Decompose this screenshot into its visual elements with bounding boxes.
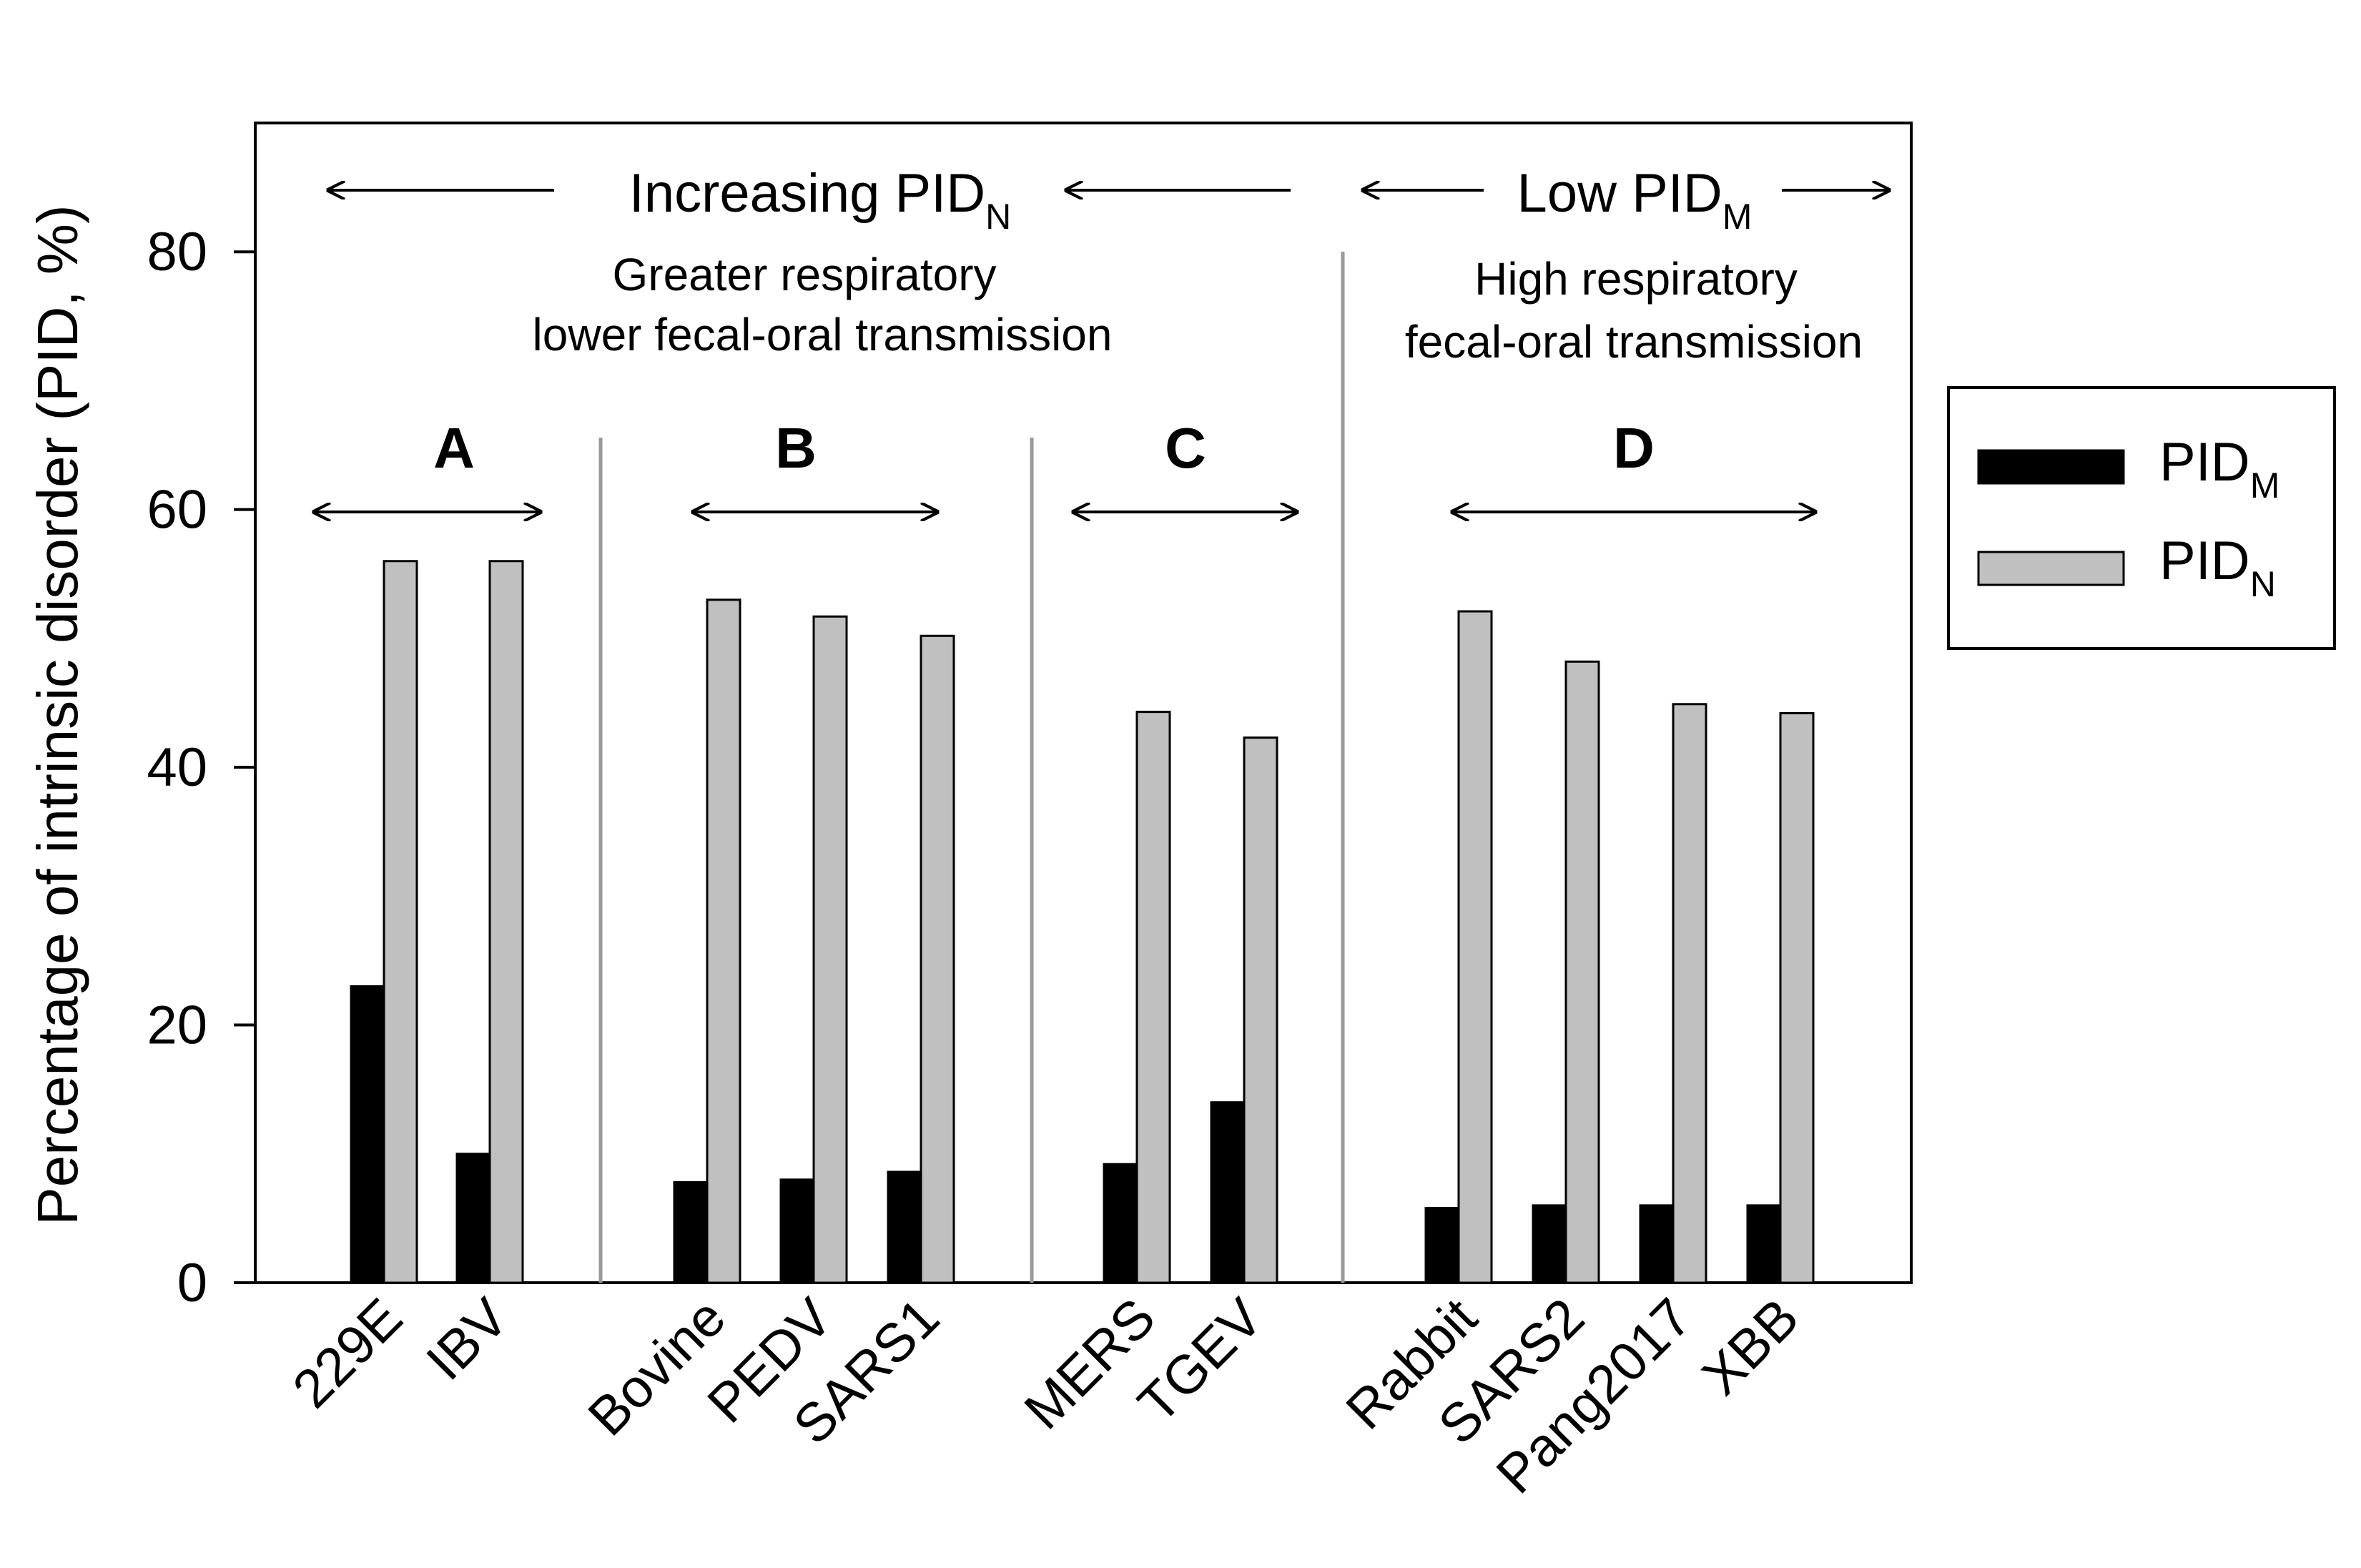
- bar-pidm-xbb: [1746, 1204, 1782, 1284]
- right-line-2: fecal-oral transmission: [1405, 316, 1863, 368]
- bar-pidn-ibv: [488, 560, 524, 1284]
- x-tick-label-ibv: IBV: [415, 1287, 520, 1392]
- bar-pidn-pang2017: [1672, 703, 1707, 1284]
- left-line-2: lower fecal-oral transmission: [533, 309, 1113, 360]
- bar-pidm-sars2: [1532, 1204, 1567, 1284]
- group-label-d: D: [1613, 416, 1655, 480]
- right-arrow-label: Low PIDM: [1517, 163, 1753, 237]
- y-axis-ticks: 0 20 40 60 80: [147, 222, 255, 1313]
- bar-pidn-xbb: [1779, 711, 1815, 1284]
- bar-pidn-bovine: [706, 598, 741, 1284]
- bar-pidm-229e: [350, 985, 385, 1284]
- x-tick-label-mers: MERS: [1013, 1287, 1167, 1441]
- bar-pidm-pang2017: [1639, 1204, 1675, 1284]
- x-tick-label-229e: 229E: [281, 1287, 414, 1420]
- bar-pidn-pedv: [812, 615, 848, 1284]
- group-label-c: C: [1165, 416, 1206, 480]
- bar-pidm-rabbit: [1424, 1206, 1460, 1284]
- bar-pidn-sars1: [920, 634, 955, 1284]
- y-tick-label-80: 80: [147, 222, 207, 282]
- bar-pidn-mers: [1135, 711, 1171, 1284]
- legend-swatch-pidn: [1977, 551, 2125, 586]
- y-axis-label: Percentage of intrinsic disorder (PID, %…: [26, 204, 89, 1225]
- bar-pidm-sars1: [887, 1170, 922, 1284]
- bar-pidn-sars2: [1564, 660, 1600, 1284]
- bar-pidm-mers: [1103, 1163, 1138, 1284]
- group-label-a: A: [433, 416, 475, 480]
- y-tick-label-40: 40: [147, 737, 207, 798]
- bar-pidm-pedv: [779, 1178, 815, 1284]
- right-line-1: High respiratory: [1474, 253, 1798, 305]
- plot-frame: [254, 122, 1913, 1284]
- bar-pidn-229e: [383, 560, 418, 1284]
- legend: PIDM PIDN: [1947, 386, 2336, 650]
- bar-pidn-tgev: [1243, 736, 1278, 1284]
- legend-label-pidm: PIDM: [2159, 432, 2279, 506]
- left-line-1: Greater respiratory: [612, 249, 996, 300]
- legend-box: [1947, 386, 2336, 650]
- legend-label-pidn: PIDN: [2159, 531, 2276, 604]
- bar-pidm-tgev: [1210, 1101, 1246, 1284]
- bar-pidm-bovine: [673, 1180, 709, 1284]
- group-label-b: B: [775, 416, 817, 480]
- bar-pidn-rabbit: [1457, 610, 1493, 1284]
- y-tick-label-20: 20: [147, 995, 207, 1056]
- y-tick-label-60: 60: [147, 480, 207, 541]
- y-tick-label-0: 0: [177, 1253, 207, 1313]
- bar-series: [350, 560, 1815, 1284]
- legend-swatch-pidm: [1977, 449, 2125, 485]
- x-tick-label-tgev: TGEV: [1127, 1287, 1275, 1435]
- bar-pidm-ibv: [455, 1153, 491, 1284]
- x-tick-label-bovine: Bovine: [577, 1287, 737, 1447]
- x-tick-label-xbb: XBB: [1690, 1287, 1810, 1407]
- left-arrow-label: Increasing PIDN: [629, 163, 1012, 237]
